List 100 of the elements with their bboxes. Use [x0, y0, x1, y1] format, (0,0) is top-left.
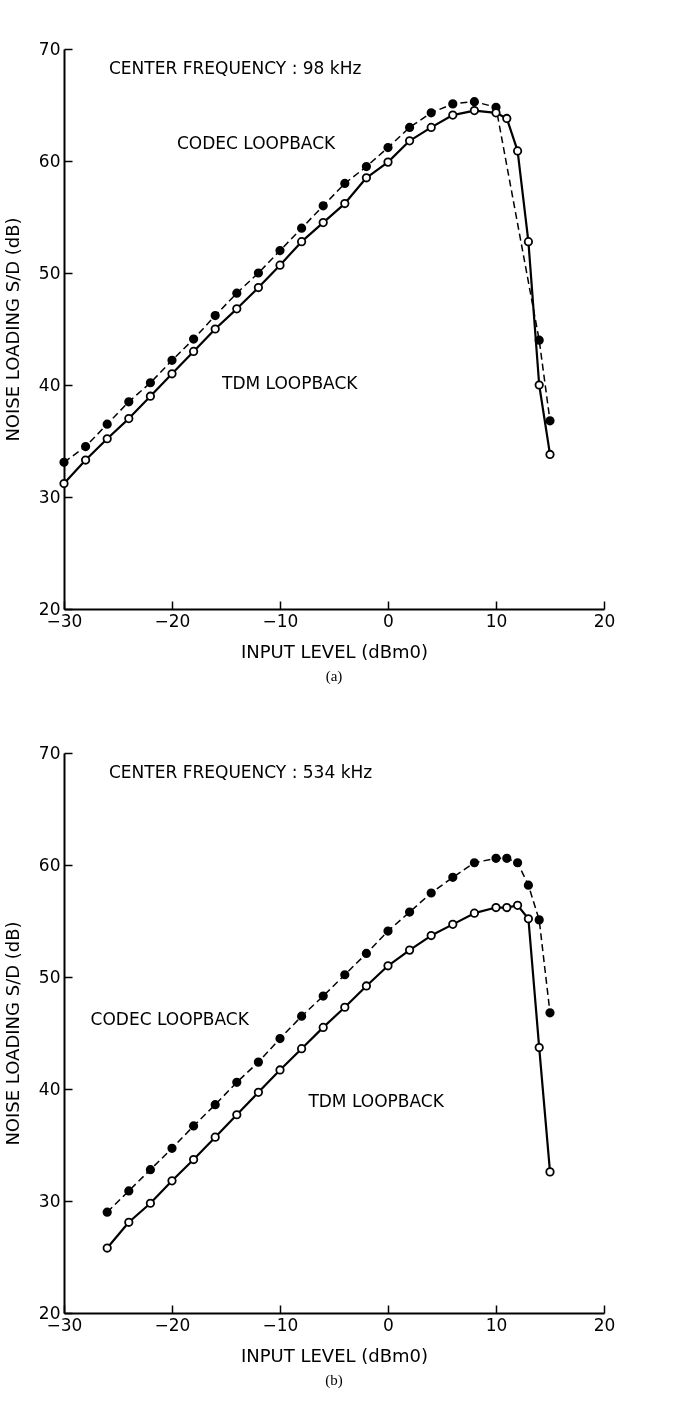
point	[545, 449, 555, 460]
point	[383, 142, 393, 153]
y-tick-label: 60	[38, 854, 61, 875]
point	[102, 1207, 112, 1217]
point	[469, 858, 480, 868]
text: CENTER FREQUENCY : 534 kHz	[109, 762, 373, 782]
y-tick-label: 70	[38, 742, 61, 763]
text: CENTER FREQUENCY : 98 kHz	[109, 58, 362, 78]
point	[59, 478, 69, 489]
point	[534, 1042, 544, 1053]
point	[512, 146, 523, 156]
point	[253, 268, 264, 278]
point	[318, 218, 328, 228]
point	[210, 324, 220, 334]
point	[523, 914, 534, 924]
point	[210, 1100, 220, 1110]
point	[124, 414, 134, 424]
point	[253, 1087, 264, 1097]
point	[534, 915, 544, 925]
point	[188, 1154, 199, 1165]
point	[491, 902, 501, 913]
point	[448, 872, 458, 882]
point	[340, 178, 350, 188]
x-tick-label: −20	[154, 1314, 191, 1335]
point	[102, 1243, 112, 1253]
point	[491, 108, 501, 118]
point	[296, 237, 307, 247]
point	[80, 442, 91, 452]
point	[491, 853, 501, 863]
point	[534, 380, 544, 390]
point	[145, 1165, 156, 1175]
point	[545, 1008, 555, 1018]
point	[340, 1002, 350, 1012]
x-tick-label: −10	[262, 610, 299, 631]
y-axis-title: NOISE LOADING S/D (dB)	[1, 217, 23, 442]
point	[253, 282, 264, 293]
point	[469, 97, 480, 107]
point	[210, 1132, 220, 1142]
point	[124, 397, 134, 407]
point	[124, 1217, 134, 1227]
y-tick-label: 50	[38, 966, 61, 987]
point	[404, 136, 415, 146]
point	[512, 858, 523, 868]
point	[502, 113, 512, 124]
y-tick-label: 40	[38, 1078, 61, 1099]
point	[340, 970, 350, 980]
series-label: TDM LOOPBACK	[307, 1091, 445, 1112]
point	[448, 110, 458, 120]
x-tick-label: 10	[485, 1314, 508, 1335]
point	[102, 434, 112, 444]
point	[545, 416, 555, 426]
text: (a)	[325, 668, 343, 685]
point	[188, 1121, 199, 1131]
x-tick-label: 20	[593, 610, 616, 631]
point	[361, 948, 372, 959]
point	[318, 1022, 328, 1032]
y-tick-label: 50	[38, 262, 61, 283]
point	[361, 981, 372, 991]
point	[426, 122, 436, 132]
point	[502, 902, 512, 913]
point	[523, 237, 534, 247]
point	[232, 1110, 242, 1120]
point	[523, 880, 534, 890]
text: (b)	[325, 1372, 343, 1389]
point	[340, 198, 350, 209]
point	[502, 853, 512, 863]
x-tick-label: 10	[485, 610, 508, 631]
x-tick-label: 20	[593, 1314, 616, 1335]
point	[383, 926, 393, 936]
point	[232, 288, 242, 298]
y-tick-label: 70	[38, 38, 61, 59]
point	[253, 1057, 264, 1067]
point	[469, 908, 480, 918]
x-tick-label: −20	[154, 610, 191, 631]
point	[210, 310, 220, 321]
point	[296, 1044, 307, 1054]
point	[102, 419, 112, 429]
point	[318, 201, 328, 211]
point	[275, 260, 285, 270]
point	[404, 122, 415, 132]
point	[145, 391, 156, 401]
point	[469, 106, 480, 116]
series-label: TDM LOOPBACK	[221, 372, 359, 393]
point	[59, 457, 69, 467]
point	[232, 1077, 242, 1087]
point	[404, 945, 415, 955]
point	[275, 1065, 285, 1075]
point	[383, 961, 393, 971]
point	[448, 919, 458, 929]
point	[167, 369, 177, 379]
point	[545, 1167, 555, 1177]
series-label: CODEC LOOPBACK	[176, 132, 337, 153]
x-tick-label: −10	[262, 1314, 299, 1335]
point	[167, 1176, 177, 1186]
point	[167, 355, 177, 365]
point	[361, 173, 372, 183]
point	[448, 99, 458, 109]
point	[296, 223, 307, 233]
point	[426, 888, 436, 898]
y-tick-label: 40	[38, 374, 61, 395]
